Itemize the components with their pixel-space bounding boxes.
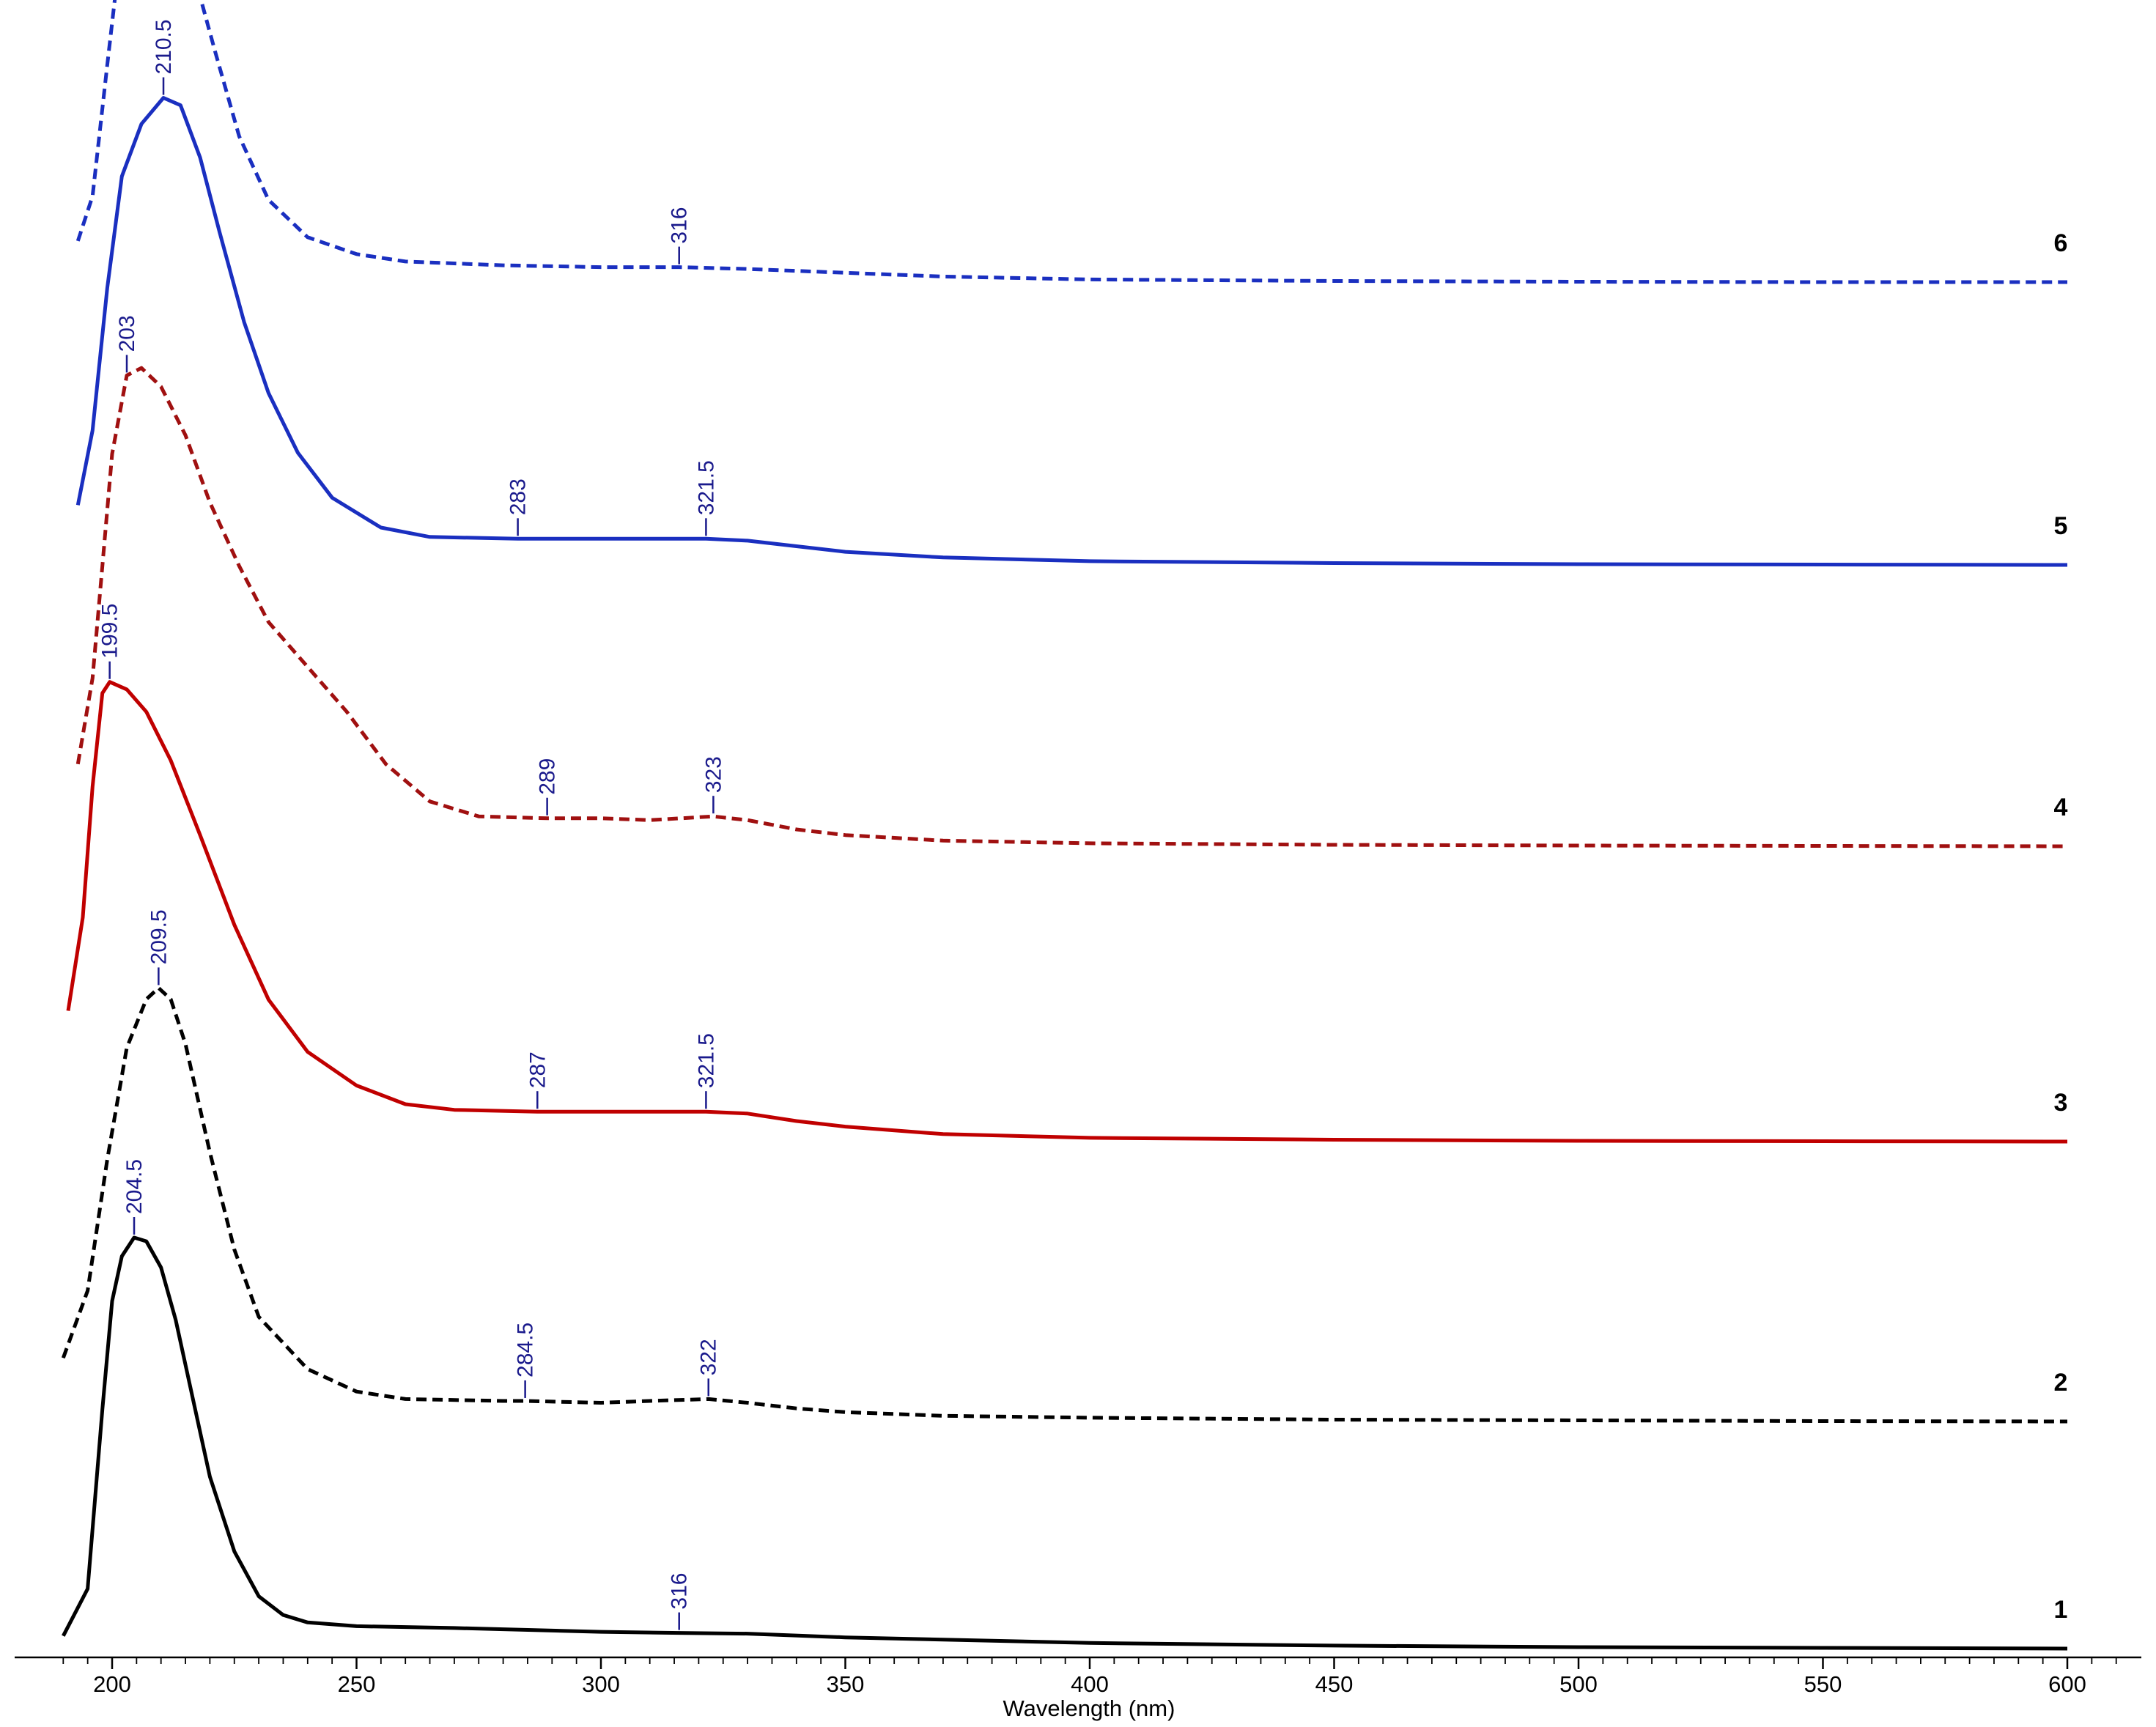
peak-label: 316 [668,207,692,244]
series-2-line [61,985,2068,1424]
x-tick-label: 400 [1071,1671,1109,1697]
x-tick-label: 350 [827,1671,865,1697]
peak-label: 209.5 [147,909,171,964]
series-3-line [66,680,2068,1144]
series-label: 6 [2054,229,2068,257]
x-tick-label: 550 [1804,1671,1842,1697]
series-layer: 204.5 316 1 209.5 284.5 322 2 199.5 287 321.5 3 203… [61,0,2068,1651]
x-axis: 200 250 300 350 400 450 500 550 600 [15,1656,2141,1697]
series-5: 210.5 283 321.5 5 [75,19,2068,567]
x-tick-label: 200 [93,1671,131,1697]
series-2: 209.5 284.5 322 2 [61,909,2068,1424]
peak-label: 323 [701,756,726,793]
x-tick-label: 250 [338,1671,376,1697]
series-label: 5 [2054,512,2068,540]
peak-label: 316 [668,1573,692,1610]
series-1-line [62,1235,2068,1651]
peak-label: 322 [697,1339,721,1375]
series-5-line [75,96,2068,567]
peak-label: 210.5 [152,19,176,74]
series-1: 204.5 316 1 [62,1159,2068,1651]
series-label: 3 [2054,1089,2068,1117]
x-axis-title: Wavelength (nm) [1003,1695,1175,1721]
series-4: 203 289 323 4 [75,315,2068,848]
peak-label: 203 [115,315,139,352]
peak-label: 321.5 [694,460,718,515]
series-3: 199.5 287 321.5 3 [66,604,2068,1144]
peak-label: 284.5 [514,1323,538,1377]
x-tick-label: 450 [1315,1671,1354,1697]
peak-label: 289 [536,758,560,795]
peak-label: 283 [506,478,531,515]
peak-label: 204.5 [122,1159,147,1214]
x-tick-label: 300 [582,1671,620,1697]
x-tick-label: 500 [1559,1671,1598,1697]
series-label: 1 [2054,1596,2068,1624]
series-label: 4 [2054,794,2068,821]
peak-label: 199.5 [98,604,122,659]
x-tick-label: 600 [2048,1671,2086,1697]
series-6-line [75,0,2067,284]
peak-label: 321.5 [694,1033,718,1088]
series-4-line [75,366,2068,848]
peak-label: 287 [525,1051,550,1088]
series-label: 2 [2054,1369,2068,1397]
